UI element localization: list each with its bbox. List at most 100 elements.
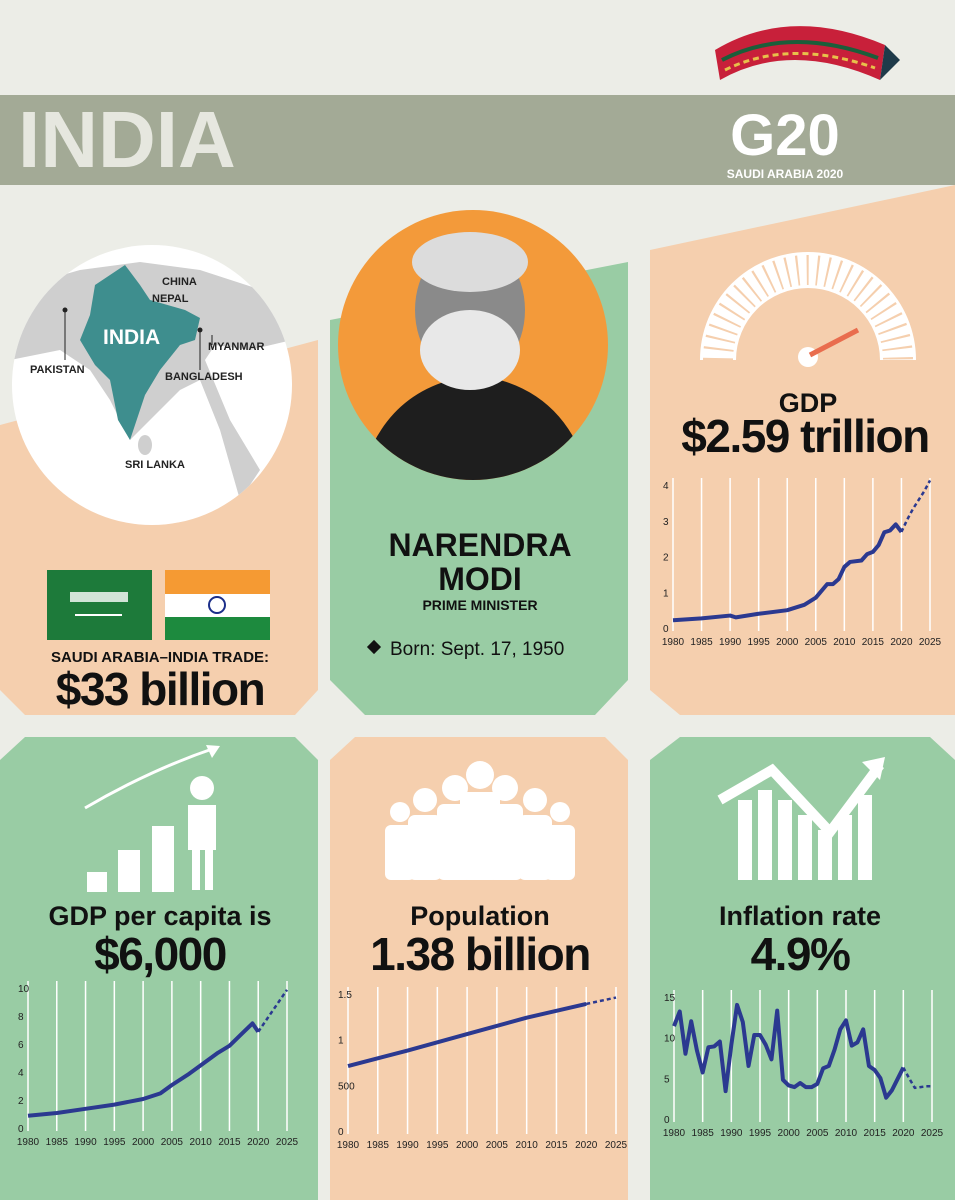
x-tick-label: 1985: [692, 1128, 715, 1139]
chart-title: GDP per capita is: [48, 901, 271, 931]
map-label: PAKISTAN: [30, 364, 85, 376]
header-title: INDIA: [18, 95, 236, 184]
x-tick-label: 2015: [545, 1140, 568, 1151]
y-tick-label: 0: [338, 1127, 344, 1138]
x-tick-label: 2010: [833, 637, 856, 648]
x-tick-label: 1995: [103, 1137, 126, 1148]
x-tick-label: 2005: [806, 1128, 829, 1139]
trade-value: $33 billion: [56, 663, 264, 715]
chart-title: Population: [410, 901, 549, 931]
y-tick-label: 1.5: [338, 990, 352, 1001]
y-tick-label: 500: [338, 1081, 355, 1092]
chart-subtitle: 4.9%: [751, 928, 850, 980]
data-line: [900, 479, 932, 533]
chart-subtitle: $2.59 trillion: [681, 410, 928, 462]
x-tick-label: 1980: [17, 1137, 40, 1148]
panel: [0, 737, 318, 1200]
x-tick-label: 1980: [337, 1140, 360, 1151]
x-tick-label: 2005: [486, 1140, 509, 1151]
logo-subtitle: SAUDI ARABIA 2020: [727, 167, 844, 181]
trade-label: SAUDI ARABIA–INDIA TRADE:: [51, 649, 269, 666]
y-tick-label: 0: [18, 1124, 24, 1135]
population-icon: [385, 761, 575, 880]
x-tick-label: 2020: [890, 637, 913, 648]
x-tick-label: 1995: [748, 637, 771, 648]
y-tick-label: 0: [664, 1115, 670, 1126]
y-tick-label: 2: [663, 553, 669, 564]
y-tick-label: 10: [18, 984, 30, 995]
x-tick-label: 2015: [218, 1137, 241, 1148]
chart-title: Inflation rate: [719, 901, 881, 931]
x-tick-label: 1990: [396, 1140, 419, 1151]
x-tick-label: 2000: [778, 1128, 801, 1139]
map-label: INDIA: [103, 326, 160, 349]
leader-role: PRIME MINISTER: [422, 597, 537, 613]
x-tick-label: 2010: [516, 1140, 539, 1151]
chart-subtitle: $6,000: [94, 928, 226, 980]
data-line: [672, 522, 904, 623]
map: [12, 245, 292, 525]
x-tick-label: 1980: [662, 637, 685, 648]
x-tick-label: 2005: [805, 637, 828, 648]
x-tick-label: 2010: [190, 1137, 213, 1148]
y-tick-label: 2: [18, 1096, 24, 1107]
x-tick-label: 1980: [663, 1128, 686, 1139]
x-tick-label: 2015: [864, 1128, 887, 1139]
chart-title: GDP: [779, 388, 838, 418]
chart-subtitle: 1.38 billion: [370, 928, 590, 980]
x-tick-label: 2025: [605, 1140, 628, 1151]
x-tick-label: 1995: [749, 1128, 772, 1139]
data-line: [27, 1021, 260, 1118]
y-tick-label: 1: [663, 588, 669, 599]
leader-first-name: NARENDRA: [388, 527, 571, 563]
y-tick-label: 4: [663, 481, 669, 492]
x-tick-label: 1995: [426, 1140, 449, 1151]
x-tick-label: 2015: [862, 637, 885, 648]
map-label: SRI LANKA: [125, 459, 185, 471]
map-label: MYANMAR: [208, 341, 264, 353]
portrait: [338, 210, 608, 480]
flag-india: [165, 570, 270, 640]
gauge-icon: [700, 252, 916, 367]
x-tick-label: 1985: [690, 637, 713, 648]
y-tick-label: 8: [18, 1012, 24, 1023]
map-label: CHINA: [162, 276, 197, 288]
x-tick-label: 1985: [367, 1140, 390, 1151]
y-tick-label: 15: [664, 993, 676, 1004]
growth-icon: [84, 745, 220, 892]
data-line: [672, 1002, 906, 1100]
y-tick-label: 10: [664, 1034, 676, 1045]
data-line: [902, 1066, 932, 1090]
x-tick-label: 2000: [132, 1137, 155, 1148]
y-tick-label: 0: [663, 624, 669, 635]
flag-saudi: [47, 570, 152, 640]
bullet: [366, 639, 382, 655]
x-tick-label: 2005: [161, 1137, 184, 1148]
x-tick-label: 2025: [276, 1137, 299, 1148]
y-tick-label: 4: [18, 1068, 24, 1079]
map-label: BANGLADESH: [165, 371, 243, 383]
x-tick-label: 1990: [719, 637, 742, 648]
y-tick-label: 3: [663, 517, 669, 528]
leader-last-name: MODI: [438, 561, 522, 597]
x-tick-label: 1990: [74, 1137, 97, 1148]
data-line: [585, 996, 617, 1006]
x-tick-label: 2025: [919, 637, 942, 648]
logo: G20: [730, 103, 840, 168]
x-tick-label: 2025: [921, 1128, 944, 1139]
x-tick-label: 2020: [247, 1137, 270, 1148]
x-tick-label: 1990: [720, 1128, 743, 1139]
x-tick-label: 2000: [456, 1140, 479, 1151]
y-tick-label: 6: [18, 1040, 24, 1051]
y-tick-label: 5: [664, 1074, 670, 1085]
x-tick-label: 2020: [892, 1128, 915, 1139]
x-tick-label: 2020: [575, 1140, 598, 1151]
x-tick-label: 2010: [835, 1128, 858, 1139]
x-tick-label: 2000: [776, 637, 799, 648]
logo-ribbon: [715, 26, 900, 80]
x-tick-label: 1985: [46, 1137, 69, 1148]
y-tick-label: 1: [338, 1036, 344, 1047]
inflation-icon: [717, 757, 885, 880]
map-label: NEPAL: [152, 293, 189, 305]
